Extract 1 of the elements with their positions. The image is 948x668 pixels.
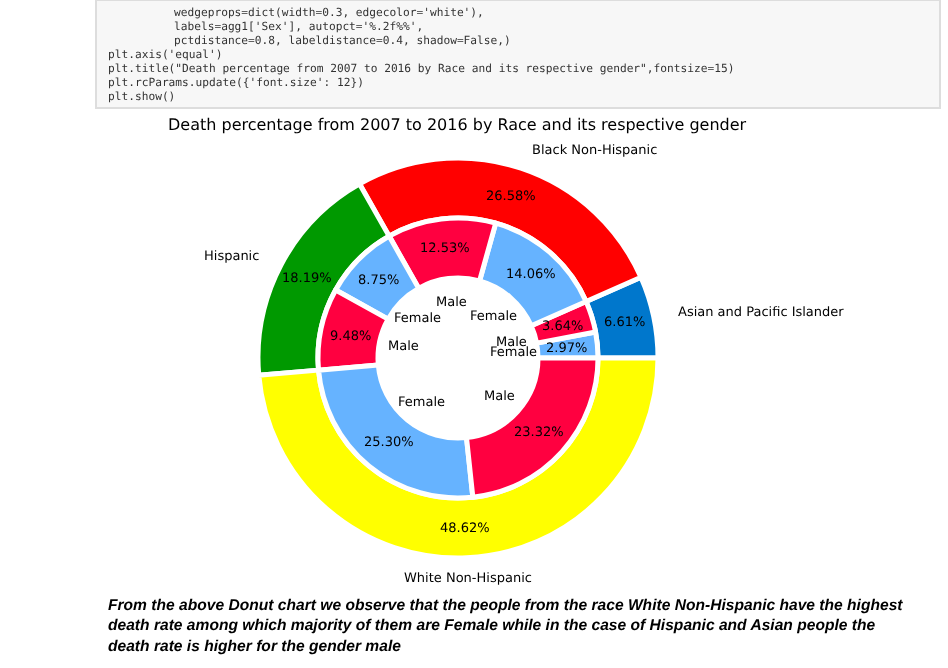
chart-title: Death percentage from 2007 to 2016 by Race and its respective gender — [168, 116, 748, 134]
